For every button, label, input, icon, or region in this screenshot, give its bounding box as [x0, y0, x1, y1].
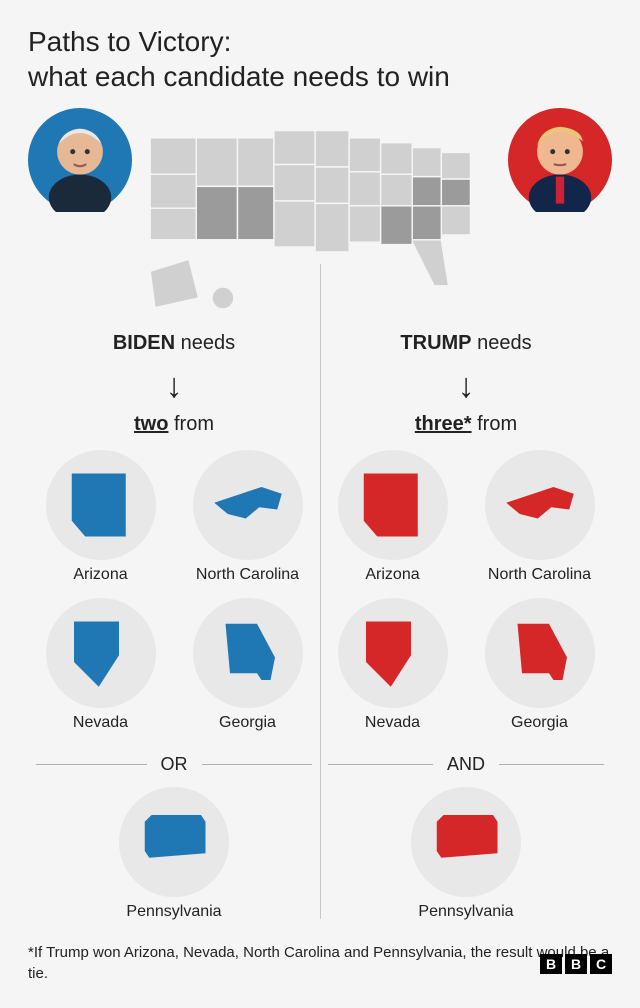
trump-conjunction-row: AND — [328, 754, 604, 775]
title-line-1: Paths to Victory: — [28, 26, 231, 57]
state-item: Pennsylvania — [411, 787, 521, 921]
biden-conjunction-row: OR — [36, 754, 312, 775]
state-label: North Carolina — [488, 566, 591, 584]
biden-count-suffix: from — [168, 413, 214, 435]
state-chip — [193, 450, 303, 560]
state-chip — [485, 598, 595, 708]
state-chip — [119, 787, 229, 897]
state-item: Nevada — [36, 598, 165, 732]
state-item: North Carolina — [183, 450, 312, 584]
columns: BIDEN needs ↓ two from Arizona North Car… — [28, 326, 612, 929]
biden-portrait — [28, 108, 132, 212]
state-label: Arizona — [73, 566, 127, 584]
biden-needs-label: BIDEN needs — [113, 332, 235, 355]
footnote: *If Trump won Arizona, Nevada, North Car… — [28, 943, 612, 984]
trump-portrait — [508, 108, 612, 212]
rule-line — [328, 764, 433, 765]
biden-state-grid: Arizona North Carolina Nevada Georgia — [36, 450, 312, 732]
state-chip — [338, 450, 448, 560]
state-item: Nevada — [328, 598, 457, 732]
trump-count: three* — [415, 413, 472, 435]
trump-needs-label: TRUMP needs — [400, 332, 531, 355]
state-label: Pennsylvania — [126, 903, 221, 921]
state-chip — [411, 787, 521, 897]
bbc-logo-letter: B — [540, 954, 562, 974]
bbc-logo-letter: B — [565, 954, 587, 974]
state-label: Nevada — [365, 714, 420, 732]
biden-conjunction: OR — [147, 754, 202, 775]
state-item: Georgia — [183, 598, 312, 732]
bbc-logo: B B C — [540, 954, 612, 974]
trump-needs-suffix: needs — [472, 332, 532, 354]
state-item: Arizona — [36, 450, 165, 584]
trump-column: TRUMP needs ↓ three* from Arizona North … — [320, 326, 612, 929]
state-chip — [46, 450, 156, 560]
title-line-2: what each candidate needs to win — [28, 61, 450, 92]
biden-column: BIDEN needs ↓ two from Arizona North Car… — [28, 326, 320, 929]
arrow-down-icon: ↓ — [166, 369, 183, 403]
state-item: Pennsylvania — [119, 787, 229, 921]
trump-name: TRUMP — [400, 332, 471, 354]
state-item: Georgia — [475, 598, 604, 732]
state-label: North Carolina — [196, 566, 299, 584]
state-label: Arizona — [365, 566, 419, 584]
trump-state-grid: Arizona North Carolina Nevada Georgia — [328, 450, 604, 732]
page-title: Paths to Victory: what each candidate ne… — [28, 24, 612, 94]
state-chip — [193, 598, 303, 708]
state-chip — [485, 450, 595, 560]
state-label: Pennsylvania — [418, 903, 513, 921]
rule-line — [36, 764, 147, 765]
biden-count: two — [134, 413, 168, 435]
biden-needs-suffix: needs — [175, 332, 235, 354]
state-label: Nevada — [73, 714, 128, 732]
bbc-logo-letter: C — [590, 954, 612, 974]
state-chip — [338, 598, 448, 708]
trump-count-suffix: from — [472, 413, 518, 435]
rule-line — [499, 764, 604, 765]
biden-from-label: two from — [134, 413, 214, 436]
trump-conjunction: AND — [433, 754, 499, 775]
trump-from-label: three* from — [415, 413, 517, 436]
state-item: North Carolina — [475, 450, 604, 584]
state-item: Arizona — [328, 450, 457, 584]
biden-name: BIDEN — [113, 332, 175, 354]
rule-line — [202, 764, 313, 765]
state-label: Georgia — [219, 714, 276, 732]
state-label: Georgia — [511, 714, 568, 732]
vertical-divider — [320, 264, 321, 919]
state-chip — [46, 598, 156, 708]
arrow-down-icon: ↓ — [458, 369, 475, 403]
